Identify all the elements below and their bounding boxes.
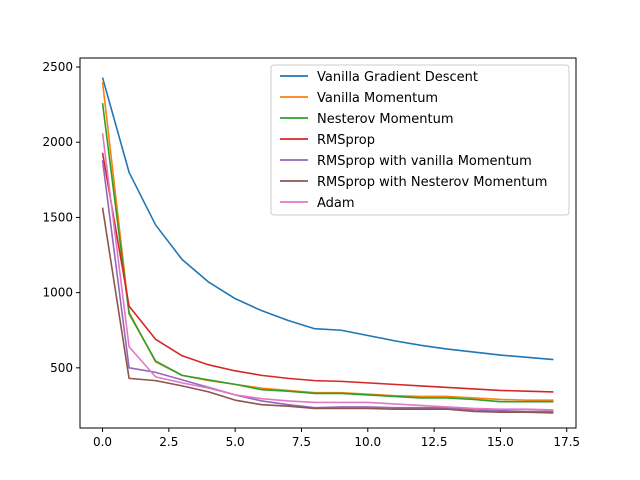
legend: Vanilla Gradient Descent Vanilla Momentum… [270, 64, 570, 216]
x-tick-label: 5.0 [226, 435, 245, 449]
legend-label-2: Nesterov Momentum [317, 112, 454, 127]
y-tick-label: 1500 [42, 210, 73, 224]
x-tick-label: 7.5 [292, 435, 311, 449]
x-tick-label: 0.0 [93, 435, 112, 449]
series-line-4 [101, 160, 554, 413]
series-line-2 [101, 103, 554, 403]
legend-label-6: Adam [317, 196, 355, 211]
x-tick-label: 15.0 [487, 435, 514, 449]
y-tick-label: 500 [50, 361, 73, 375]
x-axis-ticks: 0.0 2.5 5.0 7.5 10.0 12.5 15.0 17.5 [93, 428, 580, 449]
series-line-5 [101, 207, 554, 414]
y-tick-label: 1000 [42, 286, 73, 300]
legend-label-1: Vanilla Momentum [317, 91, 438, 106]
y-axis-ticks: 500 1000 1500 2000 2500 [42, 60, 80, 375]
series-lines [101, 77, 554, 414]
legend-label-3: RMSprop [317, 133, 375, 148]
plot-frame [79, 57, 577, 429]
y-tick-label: 2500 [42, 60, 73, 74]
legend-label-5: RMSprop with Nesterov Momentum [317, 175, 547, 190]
series-line-6 [101, 133, 554, 411]
series-line-3 [101, 152, 554, 393]
y-tick-label: 2000 [42, 135, 73, 149]
x-tick-label: 10.0 [354, 435, 381, 449]
legend-label-0: Vanilla Gradient Descent [317, 70, 478, 85]
x-tick-label: 2.5 [159, 435, 178, 449]
series-line-0 [101, 77, 554, 361]
x-tick-label: 17.5 [553, 435, 580, 449]
legend-box [270, 64, 570, 216]
legend-label-4: RMSprop with vanilla Momentum [317, 154, 532, 169]
x-tick-label: 12.5 [421, 435, 448, 449]
